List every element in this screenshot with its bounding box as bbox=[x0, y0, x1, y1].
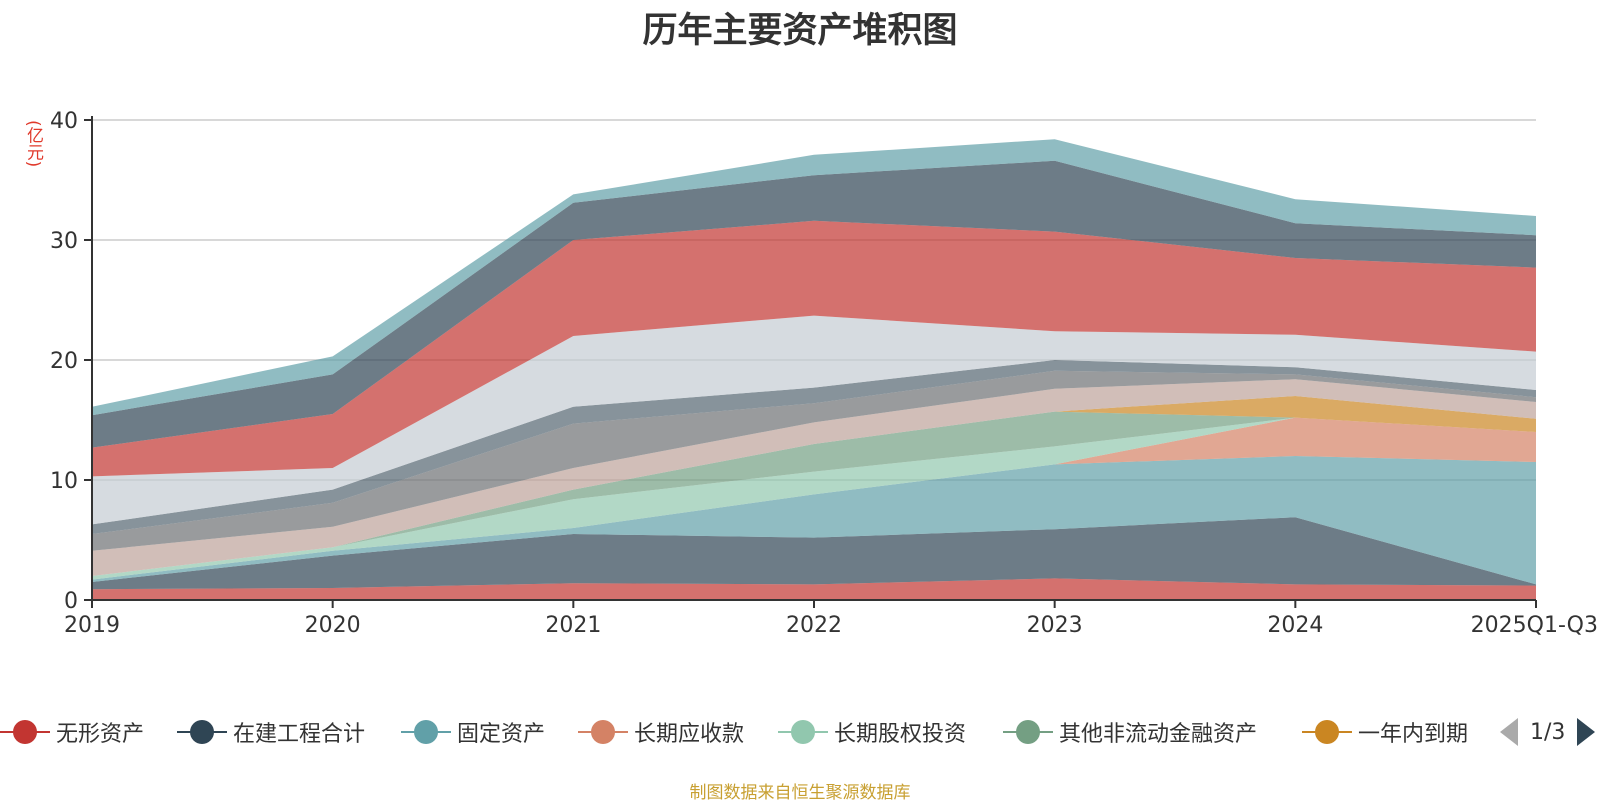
x-tick-label: 2021 bbox=[545, 613, 601, 638]
legend-marker-icon bbox=[778, 712, 828, 752]
stacked-area-chart: 0 10 20 30 40 2019 2020 2021 2022 2023 2024 2025Q1-… bbox=[50, 109, 1598, 638]
area-series bbox=[92, 411, 1536, 576]
legend-item-long-term-receivables[interactable]: 长期应收款 bbox=[578, 712, 744, 752]
legend-label: 长期股权投资 bbox=[834, 722, 967, 747]
legend-item-long-term-equity-investment[interactable]: 长期股权投资 bbox=[778, 712, 966, 752]
x-tick-label: 2020 bbox=[305, 613, 361, 638]
chart-title: 历年主要资产堆积图 bbox=[642, 11, 958, 51]
area-series bbox=[92, 360, 1536, 534]
area-series bbox=[92, 417, 1536, 580]
y-tick-label: 10 bbox=[50, 469, 78, 494]
x-tick-label: 2025Q1-Q3 bbox=[1471, 613, 1598, 638]
area-series bbox=[92, 379, 1536, 576]
previous-page-icon[interactable] bbox=[1500, 718, 1518, 746]
y-tick-label: 0 bbox=[64, 589, 78, 614]
legend-label: 其他非流动金融资产 bbox=[1059, 722, 1258, 747]
y-tick-label: 30 bbox=[50, 229, 78, 254]
legend-dot bbox=[13, 720, 37, 744]
legend-marker-icon bbox=[401, 712, 451, 752]
area-series bbox=[92, 139, 1536, 416]
legend-item-construction-in-progress[interactable]: 在建工程合计 bbox=[177, 712, 365, 752]
legend-marker-icon bbox=[0, 712, 50, 752]
area-series bbox=[92, 315, 1536, 525]
legend-item-other-non-current-financial-assets[interactable]: 其他非流动金融资产 bbox=[1003, 712, 1257, 752]
legend-marker-icon bbox=[1003, 712, 1053, 752]
legend-marker-icon bbox=[578, 712, 628, 752]
area-series bbox=[92, 578, 1536, 600]
legend-dot bbox=[791, 720, 815, 744]
legend-item-due-within-one-year[interactable]: 一年内到期 bbox=[1302, 712, 1468, 752]
next-page-icon[interactable] bbox=[1577, 718, 1596, 746]
legend-dot bbox=[190, 720, 214, 744]
legend-dot bbox=[591, 720, 615, 744]
legend-label: 长期应收款 bbox=[634, 722, 745, 747]
legend-label: 无形资产 bbox=[56, 722, 145, 747]
x-tick-label: 2023 bbox=[1027, 613, 1083, 638]
area-series bbox=[92, 220, 1536, 477]
legend-dot bbox=[414, 720, 438, 744]
x-tick-label: 2024 bbox=[1267, 613, 1323, 638]
legend-pager: 1/3 bbox=[1500, 712, 1596, 752]
legend-item-intangible-assets[interactable]: 无形资产 bbox=[0, 712, 144, 752]
legend-marker-icon bbox=[1302, 712, 1352, 752]
area-series bbox=[92, 370, 1536, 551]
area-series bbox=[92, 396, 1536, 576]
legend: 无形资产 在建工程合计 固定资产 长期应收款 长期股权投资 其他非流动金融资产 … bbox=[0, 712, 1600, 752]
x-tick-label: 2022 bbox=[786, 613, 842, 638]
legend-dot bbox=[1016, 720, 1040, 744]
legend-label: 固定资产 bbox=[457, 722, 546, 747]
y-axis-unit-label: (亿元) bbox=[23, 120, 43, 168]
area-series bbox=[92, 456, 1536, 585]
legend-item-fixed-assets[interactable]: 固定资产 bbox=[401, 712, 545, 752]
area-series bbox=[92, 417, 1536, 580]
y-tick-label: 20 bbox=[50, 349, 78, 374]
legend-label: 在建工程合计 bbox=[233, 722, 366, 747]
data-source-note: 制图数据来自恒生聚源数据库 bbox=[689, 783, 911, 803]
y-tick-label: 40 bbox=[50, 109, 78, 134]
x-tick-label: 2019 bbox=[64, 613, 120, 638]
legend-marker-icon bbox=[177, 712, 227, 752]
legend-dot bbox=[1315, 720, 1339, 744]
legend-page-indicator: 1/3 bbox=[1530, 719, 1566, 745]
legend-label: 一年内到期 bbox=[1358, 722, 1469, 747]
area-series bbox=[92, 160, 1536, 448]
area-series bbox=[92, 517, 1536, 590]
